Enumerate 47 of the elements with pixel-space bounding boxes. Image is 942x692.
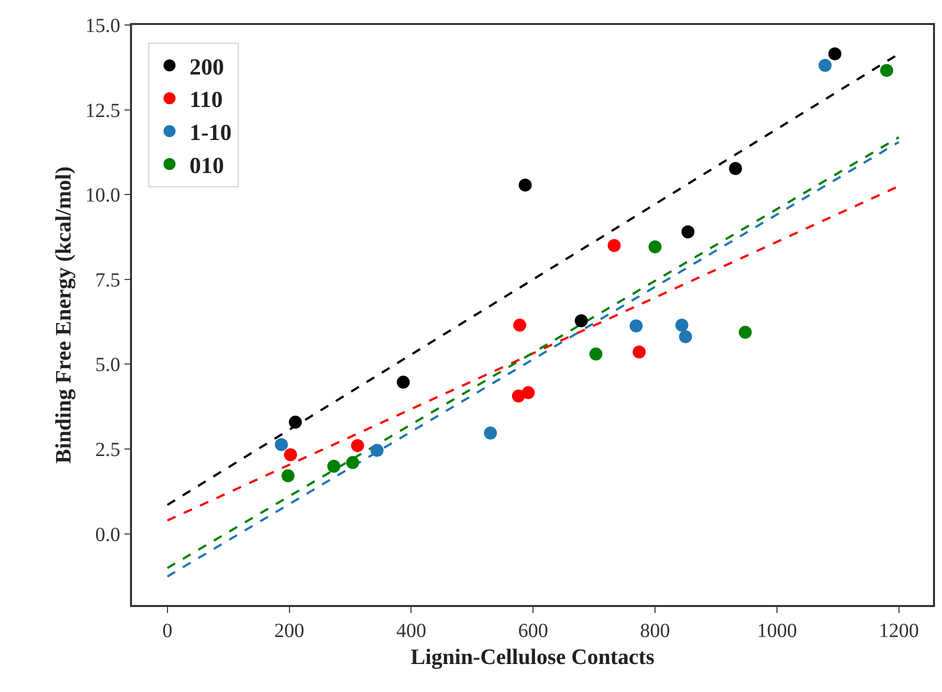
point [608,238,621,252]
point [274,438,288,452]
y-tick-label: 0.0 [95,524,120,546]
point [630,319,643,332]
point [675,318,688,332]
point [484,426,497,440]
point [288,416,302,429]
x-tick-label: 0 [162,620,172,642]
point [632,345,646,358]
legend-label: 200 [190,54,224,80]
point [679,330,692,344]
point [370,444,384,457]
point [396,376,410,389]
point [738,326,752,339]
y-tick-label: 10.0 [85,184,120,207]
y-tick-label: 7.5 [95,269,120,292]
y-tick-label: 5.0 [95,354,120,376]
point [346,456,360,470]
point [327,460,340,473]
x-tick-label: 1000 [756,620,797,642]
x-tick-label: 600 [518,620,548,642]
legend-label: 010 [190,153,224,178]
y-tick-label: 2.5 [95,438,120,461]
point [513,318,526,332]
x-tick-label: 1200 [878,620,919,642]
x-tick-label: 800 [640,620,670,642]
y-tick-label: 15.0 [85,15,120,37]
point [880,64,894,77]
point [681,225,694,238]
point [522,386,535,400]
x-tick-label: 200 [274,620,304,642]
y-tick-label: 12.5 [85,100,120,122]
point [518,178,532,192]
point [574,314,588,328]
point [728,162,742,175]
point [351,439,364,452]
legend-label: 1-10 [190,120,232,146]
x-axis-title: Lignin-Cellulose Contacts [410,644,655,670]
point [648,240,662,254]
point [282,469,295,482]
point [284,448,297,462]
x-tick-label: 400 [396,620,426,642]
legend-label: 110 [190,87,223,112]
y-axis-title: Binding Free Energy (kcal/mol) [50,166,76,464]
point [828,47,842,60]
point [589,348,602,361]
point [818,58,832,72]
